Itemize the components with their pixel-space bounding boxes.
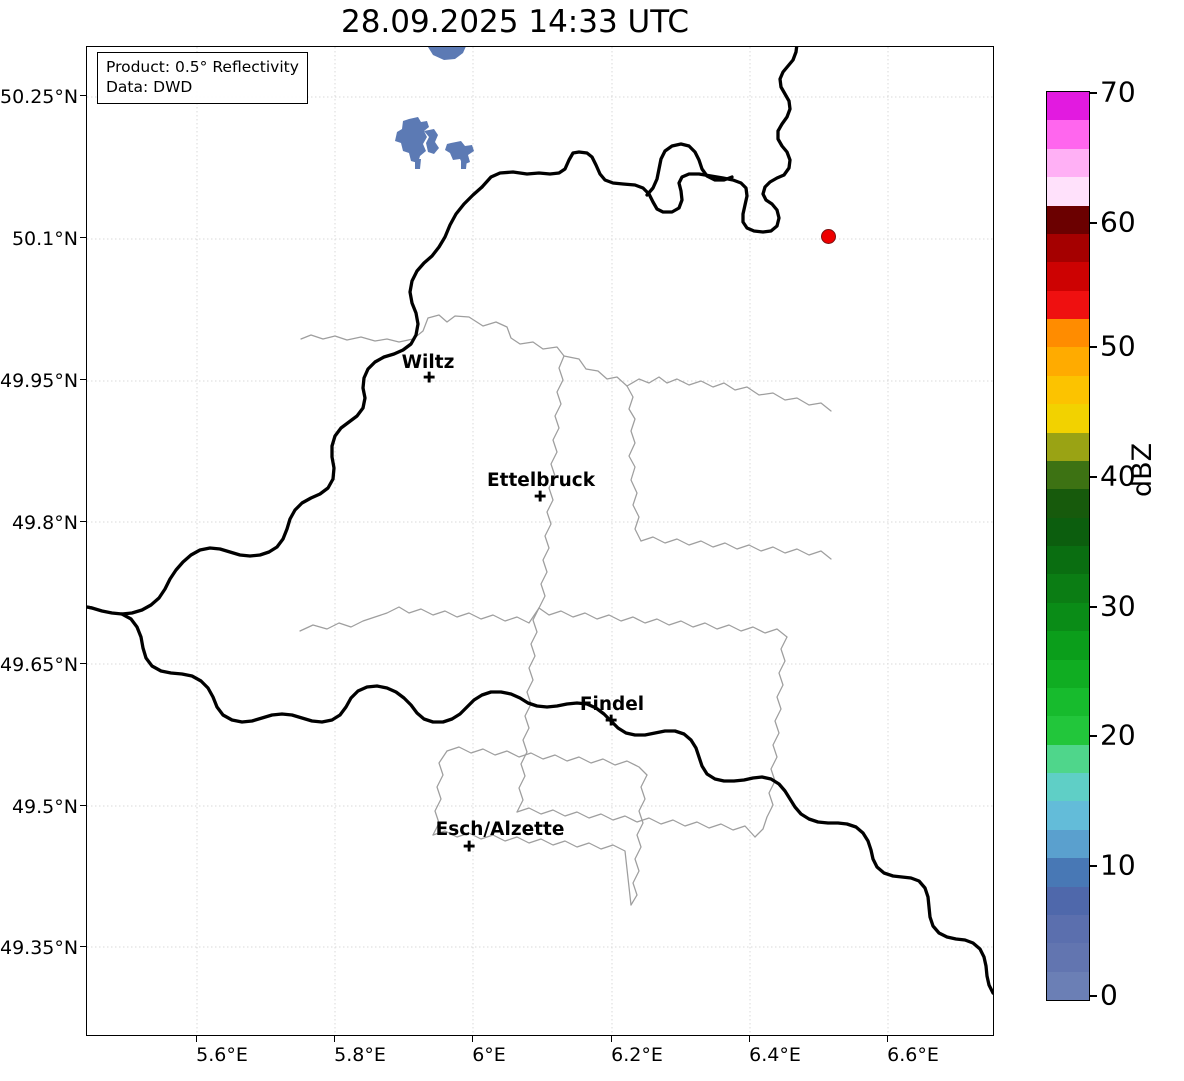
colorbar-band-28	[1047, 177, 1089, 206]
colorbar-tick-label: 20	[1100, 718, 1136, 752]
colorbar[interactable]	[1046, 91, 1090, 1001]
colorbar-band-29	[1047, 148, 1089, 178]
colorbar-band-4	[1047, 858, 1089, 887]
x-tick-label: 6.4°E	[749, 1044, 801, 1066]
colorbar-band-5	[1047, 829, 1089, 859]
colorbar-band-17	[1047, 489, 1089, 518]
colorbar-band-21	[1047, 375, 1089, 405]
colorbar-band-8	[1047, 744, 1089, 773]
x-tickmark	[334, 1036, 336, 1042]
y-tick-label: 49.5°N	[11, 796, 78, 818]
x-tickmark	[749, 1036, 751, 1042]
district-borders	[299, 314, 832, 906]
colorbar-band-15	[1047, 546, 1089, 575]
x-tick-label: 6.6°E	[887, 1044, 939, 1066]
city-marker-esch-alzette: ✚	[462, 837, 476, 856]
colorbar-band-0	[1047, 971, 1089, 1000]
colorbar-band-3	[1047, 886, 1089, 915]
colorbar-band-2	[1047, 914, 1089, 944]
colorbar-band-24	[1047, 290, 1089, 319]
colorbar-band-25	[1047, 262, 1089, 291]
colorbar-tickmark	[1090, 995, 1097, 997]
colorbar-band-7	[1047, 773, 1089, 802]
y-tick-label: 49.65°N	[0, 654, 79, 676]
colorbar-tickmark	[1090, 606, 1097, 608]
map-svg	[87, 47, 993, 1035]
colorbar-tick-label: 70	[1100, 75, 1136, 109]
colorbar-band-22	[1047, 347, 1089, 376]
city-label-ettelbruck: Ettelbruck	[486, 470, 596, 491]
y-tick-label: 50.1°N	[11, 228, 78, 250]
colorbar-band-11	[1047, 659, 1089, 688]
colorbar-band-31	[1047, 92, 1089, 121]
city-marker-findel: ✚	[604, 711, 618, 730]
y-tickmark	[80, 946, 86, 948]
colorbar-band-23	[1047, 319, 1089, 348]
info-data-line: Data: DWD	[106, 78, 193, 97]
city-label-wiltz: Wiltz	[401, 352, 455, 373]
city-label-esch-alzette: Esch/Alzette	[435, 819, 565, 840]
colorbar-band-27	[1047, 205, 1089, 234]
colorbar-band-9	[1047, 716, 1089, 745]
x-tickmark	[887, 1036, 889, 1042]
colorbar-band-30	[1047, 120, 1089, 149]
radar-station-icon[interactable]	[821, 229, 836, 244]
city-marker-wiltz: ✚	[422, 368, 436, 387]
colorbar-tickmark	[1090, 222, 1097, 224]
x-tickmark	[611, 1036, 613, 1042]
colorbar-band-16	[1047, 517, 1089, 546]
colorbar-band-20	[1047, 404, 1089, 433]
colorbar-band-26	[1047, 233, 1089, 263]
colorbar-tick-label: 50	[1100, 329, 1136, 363]
colorbar-tick-label: 60	[1100, 205, 1136, 239]
info-product-line: Product: 0.5° Reflectivity	[106, 58, 299, 76]
colorbar-tick-label: 40	[1100, 459, 1136, 493]
x-tick-label: 6.2°E	[611, 1044, 663, 1066]
national-border-luxembourg	[87, 47, 993, 995]
y-tickmark	[80, 663, 86, 665]
colorbar-tickmark	[1090, 476, 1097, 478]
product-info-box: Product: 0.5° Reflectivity Data: DWD	[97, 52, 308, 104]
x-tick-label: 5.8°E	[334, 1044, 386, 1066]
y-tickmark	[80, 237, 86, 239]
y-tickmark	[80, 521, 86, 523]
page-title: 28.09.2025 14:33 UTC	[341, 4, 689, 40]
city-label-findel: Findel	[579, 694, 645, 715]
y-tick-label: 49.95°N	[0, 370, 79, 392]
map-axes[interactable]	[86, 46, 994, 1036]
colorbar-band-18	[1047, 460, 1089, 490]
x-tickmark	[472, 1036, 474, 1042]
colorbar-band-12	[1047, 631, 1089, 660]
x-tickmark	[196, 1036, 198, 1042]
colorbar-band-14	[1047, 574, 1089, 603]
colorbar-band-10	[1047, 687, 1089, 717]
y-tick-label: 50.25°N	[0, 86, 79, 108]
y-tick-label: 49.35°N	[0, 937, 79, 959]
x-tick-label: 6°E	[472, 1044, 506, 1066]
y-tickmark	[80, 95, 86, 97]
radar-echo-layer	[395, 47, 474, 169]
city-marker-ettelbruck: ✚	[533, 487, 547, 506]
y-tickmark	[80, 379, 86, 381]
x-tick-label: 5.6°E	[196, 1044, 248, 1066]
colorbar-tickmark	[1090, 865, 1097, 867]
colorbar-tick-label: 0	[1100, 978, 1118, 1012]
y-tickmark	[80, 805, 86, 807]
colorbar-tick-label: 10	[1100, 848, 1136, 882]
y-tick-label: 49.8°N	[11, 512, 78, 534]
neighbour-borders	[645, 142, 734, 197]
colorbar-band-1	[1047, 943, 1089, 972]
colorbar-band-13	[1047, 602, 1089, 632]
colorbar-band-19	[1047, 432, 1089, 461]
colorbar-tick-label: 30	[1100, 589, 1136, 623]
colorbar-tickmark	[1090, 346, 1097, 348]
grid-lines	[87, 47, 993, 1035]
colorbar-tickmark	[1090, 92, 1097, 94]
colorbar-axis-label: dBZ	[1127, 442, 1158, 497]
colorbar-tickmark	[1090, 735, 1097, 737]
colorbar-band-6	[1047, 801, 1089, 830]
